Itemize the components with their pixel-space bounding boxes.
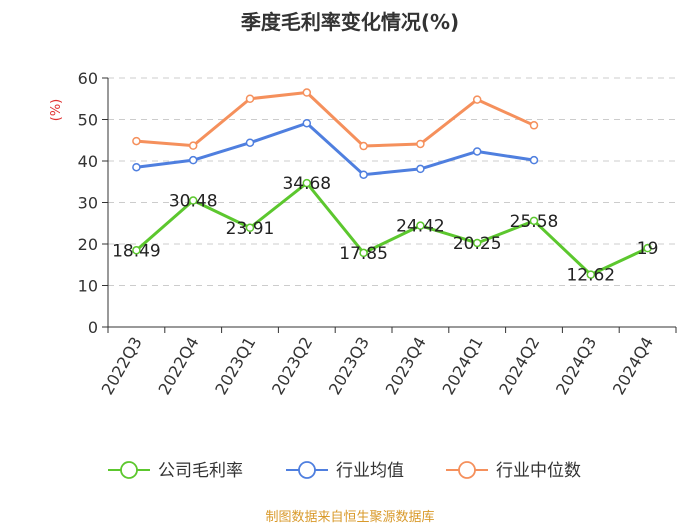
data-point bbox=[472, 95, 482, 104]
data-label: 25.58 bbox=[510, 212, 559, 232]
data-point bbox=[416, 221, 425, 230]
y-axis-label: (%) bbox=[49, 99, 64, 122]
y-tick-label: 0 bbox=[88, 318, 98, 337]
data-point bbox=[188, 196, 198, 205]
legend-label: 行业均值 bbox=[336, 461, 404, 481]
data-point bbox=[416, 139, 425, 149]
data-point bbox=[529, 121, 539, 130]
legend-marker bbox=[120, 461, 138, 479]
data-point bbox=[416, 164, 425, 174]
x-tick-label: 2022Q3 bbox=[98, 334, 146, 398]
x-tick-label: 2024Q3 bbox=[552, 334, 600, 398]
data-point bbox=[245, 138, 255, 147]
x-tick-label: 2024Q4 bbox=[609, 334, 657, 398]
data-point bbox=[472, 238, 482, 248]
data-point bbox=[529, 155, 539, 165]
x-tick-label: 2023Q3 bbox=[325, 334, 373, 398]
data-point bbox=[132, 246, 141, 255]
data-point bbox=[359, 141, 368, 151]
data-label: 24.42 bbox=[396, 217, 445, 237]
data-label: 12.62 bbox=[566, 266, 615, 286]
legend-label: 公司毛利率 bbox=[158, 461, 243, 481]
series-lines bbox=[132, 88, 652, 279]
data-point bbox=[188, 155, 198, 165]
data-point bbox=[643, 243, 652, 253]
data-point bbox=[188, 141, 198, 150]
legend-marker bbox=[298, 461, 316, 479]
data-point bbox=[586, 270, 596, 279]
data-point bbox=[302, 88, 312, 97]
data-point bbox=[359, 170, 368, 179]
data-label: 19 bbox=[637, 239, 659, 259]
x-tick-label: 2024Q2 bbox=[495, 334, 543, 398]
data-labels: 18.49 30.48 23.91 34.68 17.85 24.42 20.25 25.58… bbox=[112, 174, 658, 286]
axes: 0 10 20 30 40 50 60 (%) 2022Q3 2022Q4 2023Q1 2023Q2… bbox=[49, 69, 677, 398]
series-line bbox=[135, 181, 649, 277]
x-tick-label: 2023Q4 bbox=[382, 334, 430, 398]
x-tick-label: 2023Q1 bbox=[211, 334, 259, 398]
data-label: 23.91 bbox=[226, 219, 275, 239]
data-label: 17.85 bbox=[339, 244, 388, 264]
y-tick-label: 30 bbox=[78, 194, 98, 213]
x-tick-label: 2023Q2 bbox=[268, 334, 316, 398]
data-point bbox=[359, 248, 368, 258]
x-tick-label: 2024Q1 bbox=[438, 334, 486, 398]
grid-lines bbox=[108, 77, 676, 286]
legend-label: 行业中位数 bbox=[496, 461, 581, 481]
data-label: 18.49 bbox=[112, 241, 161, 261]
y-tick-label: 50 bbox=[78, 111, 98, 130]
data-point bbox=[472, 147, 482, 156]
y-tick-label: 20 bbox=[78, 235, 98, 254]
data-label: 34.68 bbox=[282, 174, 331, 194]
data-label: 20.25 bbox=[453, 234, 502, 254]
data-point bbox=[245, 94, 255, 103]
legend-marker bbox=[458, 461, 476, 479]
series-line bbox=[136, 91, 535, 148]
y-tick-label: 10 bbox=[78, 277, 98, 296]
data-label: 30.48 bbox=[169, 192, 218, 212]
data-point bbox=[132, 136, 141, 146]
chart-title: 季度毛利率变化情况(%) bbox=[240, 10, 460, 34]
y-tick-label: 60 bbox=[78, 69, 98, 88]
data-point bbox=[529, 216, 539, 226]
data-point bbox=[302, 118, 312, 128]
data-point bbox=[302, 178, 312, 188]
data-point bbox=[132, 162, 141, 172]
y-tick-label: 40 bbox=[78, 152, 98, 171]
x-tick-label: 2022Q4 bbox=[154, 334, 202, 398]
series-line bbox=[136, 121, 535, 177]
source-note: 制图数据来自恒生聚源数据库 bbox=[265, 510, 435, 525]
data-point bbox=[245, 223, 255, 233]
legend: 公司毛利率 行业均值 行业中位数 bbox=[108, 461, 581, 481]
